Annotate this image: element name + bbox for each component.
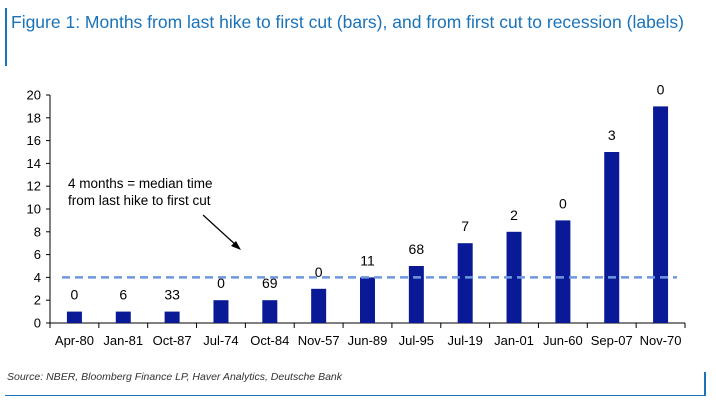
- x-tick-label: Jul-19: [447, 333, 482, 348]
- bar-data-label: 6: [119, 287, 127, 303]
- x-tick-label: Jul-95: [399, 333, 434, 348]
- x-tick-label: Jun-89: [348, 333, 388, 348]
- bar-data-label: 2: [510, 207, 518, 223]
- y-axis: 0 2 4 6 8 10 12 14 16 18 20: [27, 88, 51, 331]
- x-tick-label: Jan-81: [103, 333, 143, 348]
- bar-data-label: 3: [608, 127, 616, 143]
- x-tick-label: Oct-87: [153, 333, 192, 348]
- bar: [506, 231, 522, 323]
- median-annotation: 4 months = median time from last hike to…: [68, 176, 241, 250]
- bar: [604, 152, 620, 323]
- bar: [457, 243, 473, 323]
- y-tick-label: 12: [27, 179, 41, 194]
- bar-data-label: 0: [315, 264, 323, 280]
- x-tick-label: Oct-84: [250, 333, 289, 348]
- annotation-arrow: [202, 214, 238, 247]
- bar-series: [66, 106, 669, 324]
- bar-data-label: 7: [461, 218, 469, 234]
- bar-data-label: 0: [71, 287, 79, 303]
- title-accent-bar: [5, 8, 7, 66]
- bar: [115, 311, 131, 323]
- annotation-arrowhead: [231, 241, 241, 250]
- y-tick-label: 2: [34, 293, 41, 308]
- x-axis: Apr-80 Jan-81 Oct-87 Jul-74 Oct-84 Nov-57 Jun-…: [49, 322, 686, 348]
- bar-data-label: 0: [657, 81, 665, 97]
- bar-data-label: 0: [559, 195, 567, 211]
- bar: [213, 300, 229, 323]
- y-tick-label: 18: [27, 110, 41, 125]
- annotation-line-1: 4 months = median time: [68, 176, 212, 191]
- y-tick-label: 0: [34, 316, 41, 331]
- bar-data-label: 11: [360, 252, 375, 268]
- y-tick-label: 20: [27, 88, 41, 103]
- y-tick-label: 10: [27, 202, 41, 217]
- y-tick-label: 14: [27, 156, 41, 171]
- y-tick-label: 6: [34, 247, 41, 262]
- bar: [408, 266, 424, 323]
- x-tick-label: Nov-70: [640, 333, 682, 348]
- bar: [262, 300, 278, 323]
- bar: [555, 220, 571, 323]
- bar-data-label: 33: [164, 287, 180, 303]
- y-tick-label: 16: [27, 133, 41, 148]
- bar: [311, 288, 327, 323]
- bar: [360, 277, 375, 323]
- y-tick-label: 8: [34, 224, 41, 239]
- bar-data-label: 68: [409, 241, 425, 257]
- x-tick-label: Apr-80: [55, 333, 94, 348]
- x-tick-label: Jul-74: [203, 333, 238, 348]
- y-tick-label: 4: [34, 270, 41, 285]
- bar: [66, 311, 82, 323]
- source-note: Source: NBER, Bloomberg Finance LP, Have…: [7, 371, 342, 383]
- x-tick-label: Jun-60: [543, 333, 583, 348]
- x-tick-label: Jan-01: [494, 333, 534, 348]
- bar: [164, 311, 180, 323]
- chart-title: Figure 1: Months from last hike to first…: [11, 12, 685, 32]
- x-tick-label: Nov-57: [298, 333, 340, 348]
- bar: [653, 106, 669, 324]
- annotation-line-2: from last hike to first cut: [68, 193, 211, 208]
- bar-data-label: 69: [262, 275, 278, 291]
- x-tick-label: Sep-07: [591, 333, 633, 348]
- data-labels: 0 6 33 0 69 0 11 68 7 2 0 3 0: [71, 81, 665, 302]
- bottom-rule: [5, 395, 705, 396]
- bar-data-label: 0: [217, 275, 225, 291]
- bottom-corner-mark: [704, 372, 706, 396]
